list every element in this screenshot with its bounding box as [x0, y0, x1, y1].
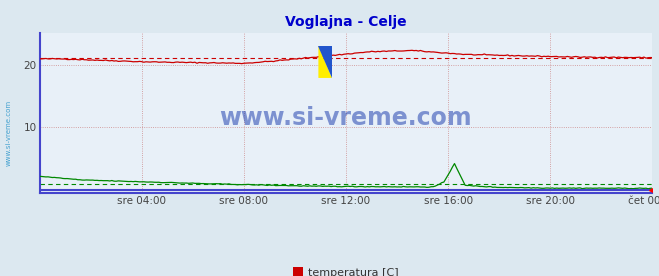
Legend: temperatura [C], pretok [m3/s]: temperatura [C], pretok [m3/s] [293, 267, 399, 276]
Polygon shape [318, 46, 332, 78]
Text: www.si-vreme.com: www.si-vreme.com [219, 106, 473, 130]
Text: www.si-vreme.com: www.si-vreme.com [5, 99, 12, 166]
Polygon shape [318, 46, 332, 78]
Title: Voglajna - Celje: Voglajna - Celje [285, 15, 407, 29]
